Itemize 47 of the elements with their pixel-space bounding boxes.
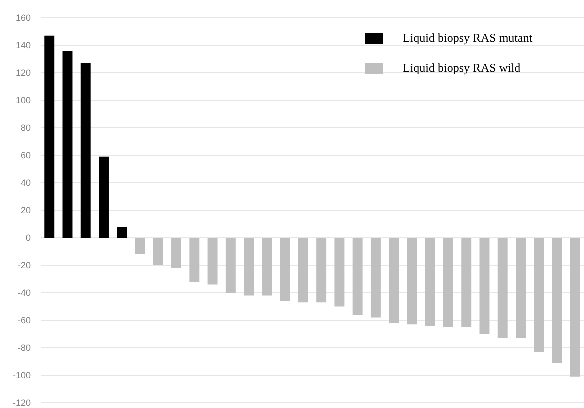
bar (334, 238, 345, 307)
bar (190, 238, 200, 282)
bar (480, 238, 490, 334)
y-tick-label: 80 (20, 123, 31, 134)
bar (226, 238, 236, 293)
bar (352, 238, 363, 315)
bar (552, 238, 562, 364)
bar (462, 238, 472, 328)
legend-label: Liquid biopsy RAS wild (403, 61, 521, 75)
y-tick-label: -60 (18, 316, 31, 326)
y-tick-label: 40 (20, 178, 31, 188)
y-tick-label: -100 (12, 370, 31, 381)
y-tick-label: 160 (16, 13, 31, 24)
legend-label: Liquid biopsy RAS mutant (403, 31, 534, 45)
bar (389, 238, 400, 324)
y-tick-label: 20 (20, 206, 31, 216)
bar (298, 238, 308, 303)
bar (135, 238, 146, 254)
bar (99, 156, 109, 238)
bar (153, 238, 164, 266)
bar (208, 238, 218, 285)
bar (262, 238, 272, 296)
y-tick-label: 0 (26, 233, 31, 244)
bar (498, 238, 508, 338)
bar (407, 238, 418, 325)
y-tick-label: 120 (16, 68, 31, 78)
bar (244, 238, 254, 296)
y-tick-label: -40 (18, 288, 31, 298)
bar (570, 238, 580, 377)
y-tick-label: 100 (16, 96, 31, 106)
y-tick-label: 140 (16, 40, 31, 51)
bar (117, 227, 128, 238)
y-tick-label: -120 (12, 398, 31, 408)
y-tick-label: 60 (20, 150, 31, 161)
bar (44, 36, 55, 238)
bar (516, 238, 526, 338)
bar (370, 238, 381, 318)
bar (425, 238, 436, 326)
bar (316, 238, 327, 303)
bar (280, 238, 290, 302)
bar (62, 51, 73, 238)
bar (172, 238, 182, 268)
bar (534, 238, 544, 352)
y-tick-label: -80 (18, 343, 31, 354)
bar (80, 63, 91, 238)
bar (443, 238, 454, 328)
y-tick-label: -20 (18, 260, 31, 271)
